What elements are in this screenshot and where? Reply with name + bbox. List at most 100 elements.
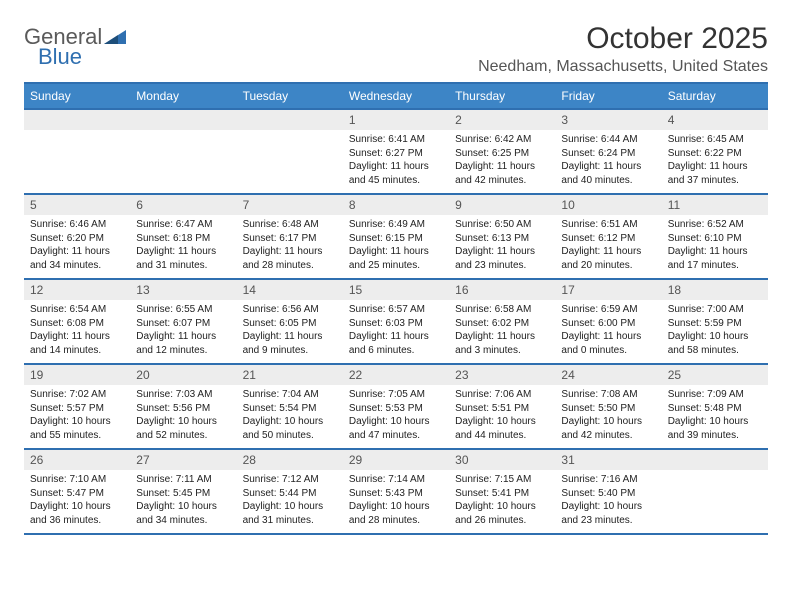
day-cell: 14Sunrise: 6:56 AMSunset: 6:05 PMDayligh… [237,280,343,363]
brand-text-2: Blue [38,44,82,69]
brand-text: General Blue [24,24,126,76]
day-number: 22 [343,365,449,385]
day-number: 18 [662,280,768,300]
day-cell: 3Sunrise: 6:44 AMSunset: 6:24 PMDaylight… [555,110,661,193]
day-cell: 23Sunrise: 7:06 AMSunset: 5:51 PMDayligh… [449,365,555,448]
day-cell: 12Sunrise: 6:54 AMSunset: 6:08 PMDayligh… [24,280,130,363]
day-details [237,130,343,186]
day-details: Sunrise: 6:57 AMSunset: 6:03 PMDaylight:… [343,300,449,363]
day-details: Sunrise: 6:48 AMSunset: 6:17 PMDaylight:… [237,215,343,278]
day-number: 16 [449,280,555,300]
day-details: Sunrise: 6:58 AMSunset: 6:02 PMDaylight:… [449,300,555,363]
day-details: Sunrise: 7:09 AMSunset: 5:48 PMDaylight:… [662,385,768,448]
day-details: Sunrise: 6:42 AMSunset: 6:25 PMDaylight:… [449,130,555,193]
day-cell: 6Sunrise: 6:47 AMSunset: 6:18 PMDaylight… [130,195,236,278]
day-cell: 20Sunrise: 7:03 AMSunset: 5:56 PMDayligh… [130,365,236,448]
day-number: 10 [555,195,661,215]
day-details: Sunrise: 6:59 AMSunset: 6:00 PMDaylight:… [555,300,661,363]
day-number: 25 [662,365,768,385]
day-cell: 30Sunrise: 7:15 AMSunset: 5:41 PMDayligh… [449,450,555,533]
brand-logo: General Blue [24,22,126,76]
day-cell: 17Sunrise: 6:59 AMSunset: 6:00 PMDayligh… [555,280,661,363]
day-number: 28 [237,450,343,470]
location-text: Needham, Massachusetts, United States [478,58,768,76]
day-number: 14 [237,280,343,300]
day-number: 23 [449,365,555,385]
weekday-header: Friday [555,84,661,108]
day-cell: 4Sunrise: 6:45 AMSunset: 6:22 PMDaylight… [662,110,768,193]
calendar-bottom-rule [24,533,768,535]
week-row: 5Sunrise: 6:46 AMSunset: 6:20 PMDaylight… [24,193,768,278]
day-details: Sunrise: 6:51 AMSunset: 6:12 PMDaylight:… [555,215,661,278]
day-number: 13 [130,280,236,300]
day-cell: 5Sunrise: 6:46 AMSunset: 6:20 PMDaylight… [24,195,130,278]
day-number: 9 [449,195,555,215]
header: General Blue October 2025 Needham, Massa… [24,22,768,76]
day-number: 11 [662,195,768,215]
day-number: 29 [343,450,449,470]
day-details: Sunrise: 6:46 AMSunset: 6:20 PMDaylight:… [24,215,130,278]
day-details: Sunrise: 6:50 AMSunset: 6:13 PMDaylight:… [449,215,555,278]
weekday-header: Thursday [449,84,555,108]
day-details: Sunrise: 7:11 AMSunset: 5:45 PMDaylight:… [130,470,236,533]
day-cell: 11Sunrise: 6:52 AMSunset: 6:10 PMDayligh… [662,195,768,278]
day-details: Sunrise: 7:06 AMSunset: 5:51 PMDaylight:… [449,385,555,448]
week-row: 26Sunrise: 7:10 AMSunset: 5:47 PMDayligh… [24,448,768,533]
day-cell: 19Sunrise: 7:02 AMSunset: 5:57 PMDayligh… [24,365,130,448]
day-cell: 21Sunrise: 7:04 AMSunset: 5:54 PMDayligh… [237,365,343,448]
day-details: Sunrise: 7:00 AMSunset: 5:59 PMDaylight:… [662,300,768,363]
day-number: 27 [130,450,236,470]
day-details: Sunrise: 6:56 AMSunset: 6:05 PMDaylight:… [237,300,343,363]
day-cell: 29Sunrise: 7:14 AMSunset: 5:43 PMDayligh… [343,450,449,533]
day-number: 1 [343,110,449,130]
calendar: Sunday Monday Tuesday Wednesday Thursday… [24,82,768,535]
day-details: Sunrise: 7:05 AMSunset: 5:53 PMDaylight:… [343,385,449,448]
day-details: Sunrise: 6:55 AMSunset: 6:07 PMDaylight:… [130,300,236,363]
day-number [237,110,343,130]
day-number: 3 [555,110,661,130]
week-row: 19Sunrise: 7:02 AMSunset: 5:57 PMDayligh… [24,363,768,448]
title-block: October 2025 Needham, Massachusetts, Uni… [478,22,768,76]
day-details: Sunrise: 7:15 AMSunset: 5:41 PMDaylight:… [449,470,555,533]
day-details: Sunrise: 6:44 AMSunset: 6:24 PMDaylight:… [555,130,661,193]
day-number: 19 [24,365,130,385]
day-number [24,110,130,130]
day-details: Sunrise: 7:12 AMSunset: 5:44 PMDaylight:… [237,470,343,533]
day-details: Sunrise: 6:49 AMSunset: 6:15 PMDaylight:… [343,215,449,278]
weekday-header-row: Sunday Monday Tuesday Wednesday Thursday… [24,82,768,108]
week-row: 1Sunrise: 6:41 AMSunset: 6:27 PMDaylight… [24,108,768,193]
day-details: Sunrise: 7:10 AMSunset: 5:47 PMDaylight:… [24,470,130,533]
day-number: 2 [449,110,555,130]
day-cell: 1Sunrise: 6:41 AMSunset: 6:27 PMDaylight… [343,110,449,193]
day-cell: 31Sunrise: 7:16 AMSunset: 5:40 PMDayligh… [555,450,661,533]
weekday-header: Wednesday [343,84,449,108]
day-details: Sunrise: 7:02 AMSunset: 5:57 PMDaylight:… [24,385,130,448]
day-cell: 25Sunrise: 7:09 AMSunset: 5:48 PMDayligh… [662,365,768,448]
day-number: 31 [555,450,661,470]
month-title: October 2025 [478,22,768,56]
weekday-header: Monday [130,84,236,108]
day-cell: 22Sunrise: 7:05 AMSunset: 5:53 PMDayligh… [343,365,449,448]
day-number: 17 [555,280,661,300]
day-cell [662,450,768,533]
day-details: Sunrise: 7:04 AMSunset: 5:54 PMDaylight:… [237,385,343,448]
day-number: 5 [24,195,130,215]
day-number: 30 [449,450,555,470]
day-number: 24 [555,365,661,385]
day-details [130,130,236,186]
day-number: 8 [343,195,449,215]
day-number: 12 [24,280,130,300]
day-cell: 10Sunrise: 6:51 AMSunset: 6:12 PMDayligh… [555,195,661,278]
day-number: 6 [130,195,236,215]
day-cell [237,110,343,193]
day-details: Sunrise: 6:54 AMSunset: 6:08 PMDaylight:… [24,300,130,363]
page: General Blue October 2025 Needham, Massa… [0,0,792,535]
day-cell: 2Sunrise: 6:42 AMSunset: 6:25 PMDaylight… [449,110,555,193]
weeks-container: 1Sunrise: 6:41 AMSunset: 6:27 PMDaylight… [24,108,768,533]
day-number: 20 [130,365,236,385]
day-number: 15 [343,280,449,300]
day-details [24,130,130,186]
weekday-header: Tuesday [237,84,343,108]
day-cell: 16Sunrise: 6:58 AMSunset: 6:02 PMDayligh… [449,280,555,363]
day-cell: 18Sunrise: 7:00 AMSunset: 5:59 PMDayligh… [662,280,768,363]
